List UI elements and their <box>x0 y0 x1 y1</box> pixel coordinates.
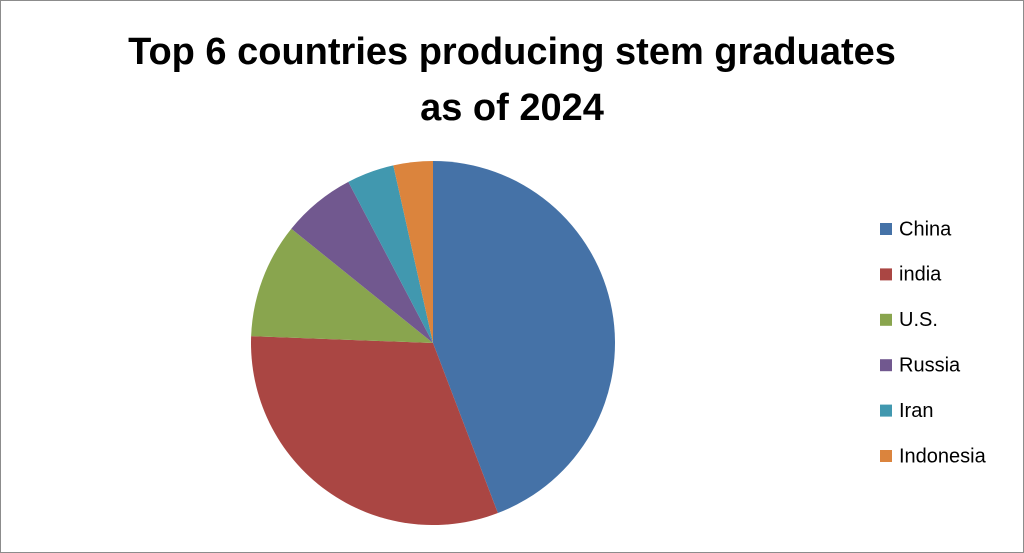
legend-label: U.S. <box>899 309 938 331</box>
legend-swatch <box>880 313 892 326</box>
legend-label: Russia <box>899 354 961 376</box>
pie-slice <box>433 161 615 514</box>
chart-title: Top 6 countries producing stem graduates… <box>128 31 896 129</box>
legend-swatch <box>880 268 892 281</box>
pie-slice <box>348 165 433 343</box>
legend-label: Indonesia <box>899 445 987 467</box>
legend-swatch <box>880 359 892 372</box>
legend-swatch <box>880 404 892 417</box>
pie-slice <box>250 336 498 525</box>
legend-label: india <box>899 264 942 286</box>
pie-slice <box>251 228 433 343</box>
legend-swatch <box>880 223 892 235</box>
pie-slice <box>393 161 433 343</box>
pie-slice <box>291 181 433 343</box>
legend-label: Iran <box>899 400 933 422</box>
legend-swatch <box>880 450 892 462</box>
legend-label: China <box>899 218 952 240</box>
